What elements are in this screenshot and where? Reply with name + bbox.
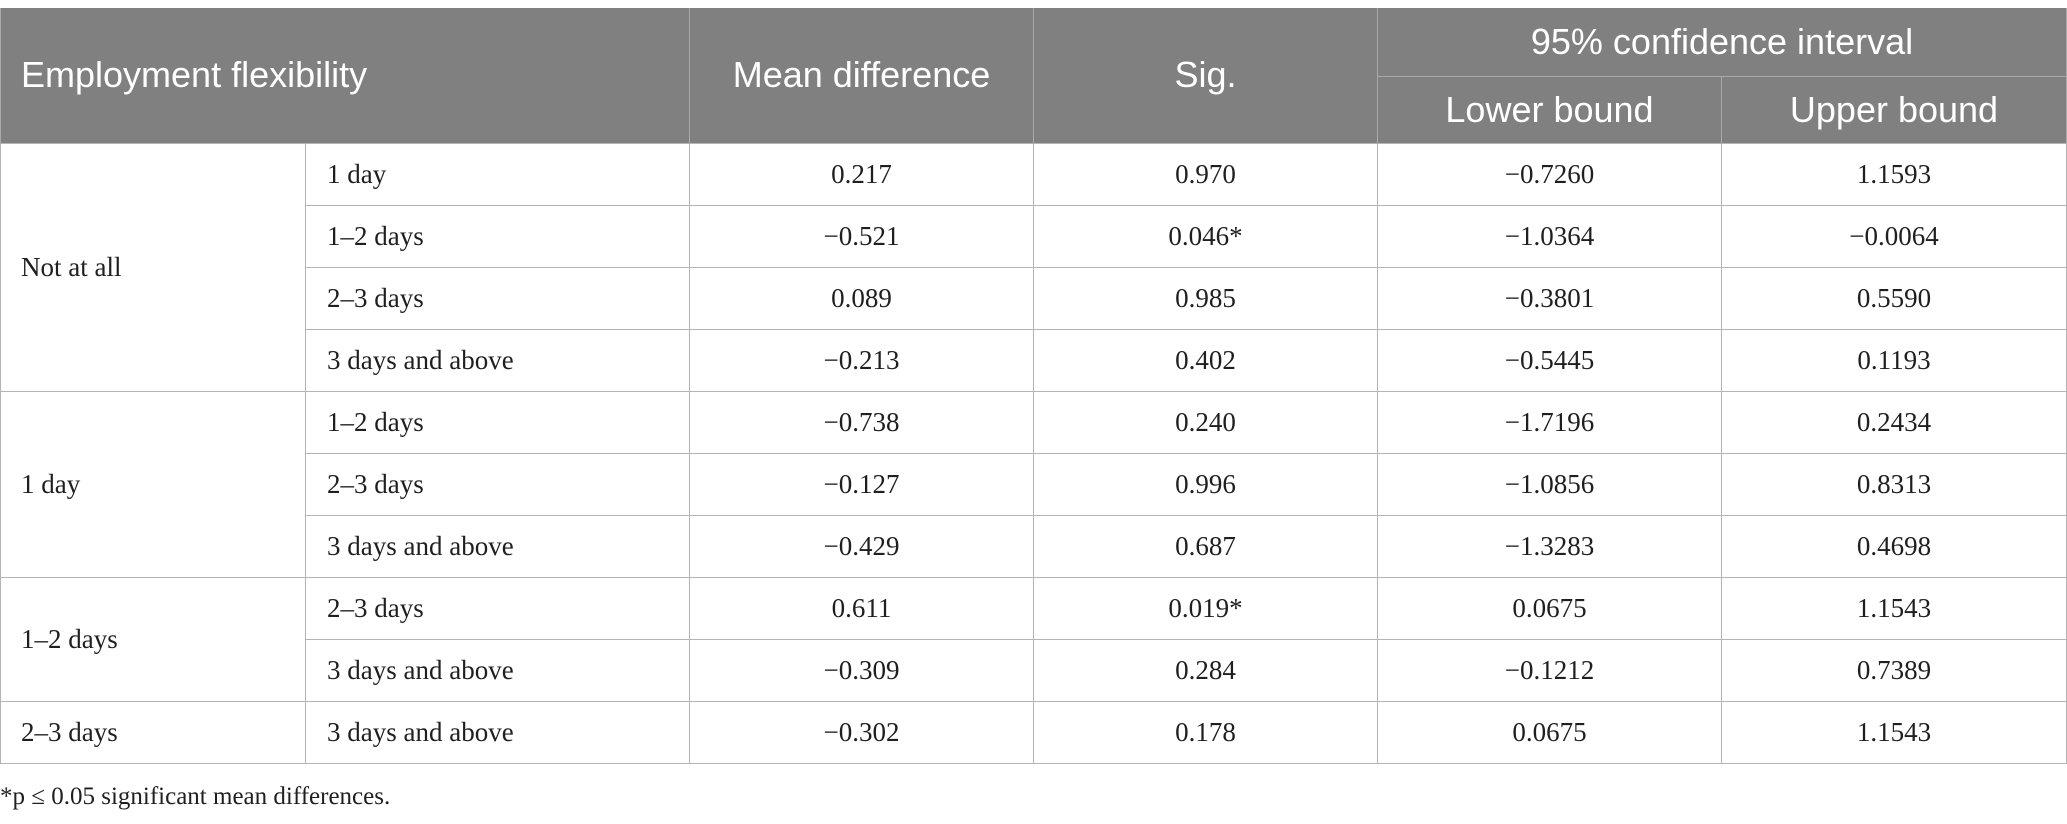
group-label: Not at all xyxy=(0,142,306,392)
upper-bound-cell: 1.1593 xyxy=(1721,142,2067,206)
table-row: 2–3 days −0.127 0.996 −1.0856 0.8313 xyxy=(1,452,2067,516)
sig-cell: 0.996 xyxy=(1033,452,1378,516)
lower-bound-cell: −1.0856 xyxy=(1377,452,1722,516)
header-upper-bound: Upper bound xyxy=(1721,76,2067,143)
sig-cell: 0.687 xyxy=(1033,514,1378,578)
lower-bound-cell: −0.5445 xyxy=(1377,328,1722,392)
mean-difference-cell: −0.309 xyxy=(689,638,1034,702)
upper-bound-cell: 0.4698 xyxy=(1721,514,2067,578)
comparison-cell: 3 days and above xyxy=(305,328,690,392)
lower-bound-cell: −0.7260 xyxy=(1377,142,1722,206)
lower-bound-cell: −1.3283 xyxy=(1377,514,1722,578)
sig-cell: 0.970 xyxy=(1033,142,1378,206)
table-row: 1 day 1–2 days −0.738 0.240 −1.7196 0.24… xyxy=(0,390,2067,578)
mean-difference-cell: −0.738 xyxy=(689,390,1034,454)
header-subrow: Lower bound Upper bound xyxy=(1,76,2067,143)
table-row: Not at all 1 day 0.217 0.970 −0.7260 1.1… xyxy=(0,142,2067,392)
comparison-cell: 3 days and above xyxy=(305,514,690,578)
comparison-cell: 1–2 days xyxy=(305,390,690,454)
table-footnote: *p ≤ 0.05 significant mean differences. xyxy=(0,783,391,810)
comparison-cell: 1 day xyxy=(305,142,690,206)
table-row: 1–2 days −0.521 0.046* −1.0364 −0.0064 xyxy=(1,204,2067,268)
sig-cell: 0.284 xyxy=(1033,638,1378,702)
sig-cell: 0.178 xyxy=(1033,700,1378,764)
comparison-cell: 1–2 days xyxy=(305,204,690,268)
results-table: Employment flexibility Mean difference S… xyxy=(0,8,2067,764)
table-row: 2–3 days 3 days and above −0.302 0.178 0… xyxy=(0,700,2067,764)
table-body: Not at all 1 day 0.217 0.970 −0.7260 1.1… xyxy=(0,142,2067,764)
group-label: 1–2 days xyxy=(0,576,306,702)
header-lower-bound: Lower bound xyxy=(1377,76,1722,143)
mean-difference-cell: 0.089 xyxy=(689,266,1034,330)
group-label: 1 day xyxy=(0,390,306,578)
header-confidence-interval: 95% confidence interval xyxy=(1377,8,2067,77)
comparison-cell: 2–3 days xyxy=(305,576,690,640)
table-row: 3 days and above −0.213 0.402 −0.5445 0.… xyxy=(1,328,2067,392)
lower-bound-cell: 0.0675 xyxy=(1377,700,1722,764)
table-row: 3 days and above −0.429 0.687 −1.3283 0.… xyxy=(1,514,2067,578)
upper-bound-cell: 0.2434 xyxy=(1721,390,2067,454)
header-sig: Sig. xyxy=(1033,8,1378,143)
upper-bound-cell: 0.1193 xyxy=(1721,328,2067,392)
table-row: 3 days and above −0.309 0.284 −0.1212 0.… xyxy=(1,638,2067,702)
mean-difference-cell: −0.302 xyxy=(689,700,1034,764)
upper-bound-cell: 0.8313 xyxy=(1721,452,2067,516)
upper-bound-cell: 1.1543 xyxy=(1721,700,2067,764)
upper-bound-cell: 1.1543 xyxy=(1721,576,2067,640)
sig-cell: 0.240 xyxy=(1033,390,1378,454)
table-header: Employment flexibility Mean difference S… xyxy=(0,8,2067,143)
comparison-cell: 2–3 days xyxy=(305,266,690,330)
sig-cell: 0.046* xyxy=(1033,204,1378,268)
mean-difference-cell: −0.213 xyxy=(689,328,1034,392)
upper-bound-cell: 0.7389 xyxy=(1721,638,2067,702)
mean-difference-cell: 0.217 xyxy=(689,142,1034,206)
sig-cell: 0.985 xyxy=(1033,266,1378,330)
lower-bound-cell: −0.1212 xyxy=(1377,638,1722,702)
table-row: 2–3 days 0.089 0.985 −0.3801 0.5590 xyxy=(1,266,2067,330)
mean-difference-cell: −0.521 xyxy=(689,204,1034,268)
comparison-cell: 2–3 days xyxy=(305,452,690,516)
mean-difference-cell: −0.429 xyxy=(689,514,1034,578)
lower-bound-cell: −0.3801 xyxy=(1377,266,1722,330)
header-employment-flexibility: Employment flexibility xyxy=(0,8,690,143)
lower-bound-cell: 0.0675 xyxy=(1377,576,1722,640)
header-row: Employment flexibility Mean difference S… xyxy=(0,8,2067,143)
comparison-cell: 3 days and above xyxy=(305,638,690,702)
lower-bound-cell: −1.0364 xyxy=(1377,204,1722,268)
upper-bound-cell: 0.5590 xyxy=(1721,266,2067,330)
header-mean-difference: Mean difference xyxy=(689,8,1034,143)
table-row: 1–2 days 2–3 days 0.611 0.019* 0.0675 1.… xyxy=(0,576,2067,702)
sig-cell: 0.019* xyxy=(1033,576,1378,640)
sig-cell: 0.402 xyxy=(1033,328,1378,392)
mean-difference-cell: 0.611 xyxy=(689,576,1034,640)
group-label: 2–3 days xyxy=(0,700,306,764)
upper-bound-cell: −0.0064 xyxy=(1721,204,2067,268)
comparison-cell: 3 days and above xyxy=(305,700,690,764)
lower-bound-cell: −1.7196 xyxy=(1377,390,1722,454)
mean-difference-cell: −0.127 xyxy=(689,452,1034,516)
